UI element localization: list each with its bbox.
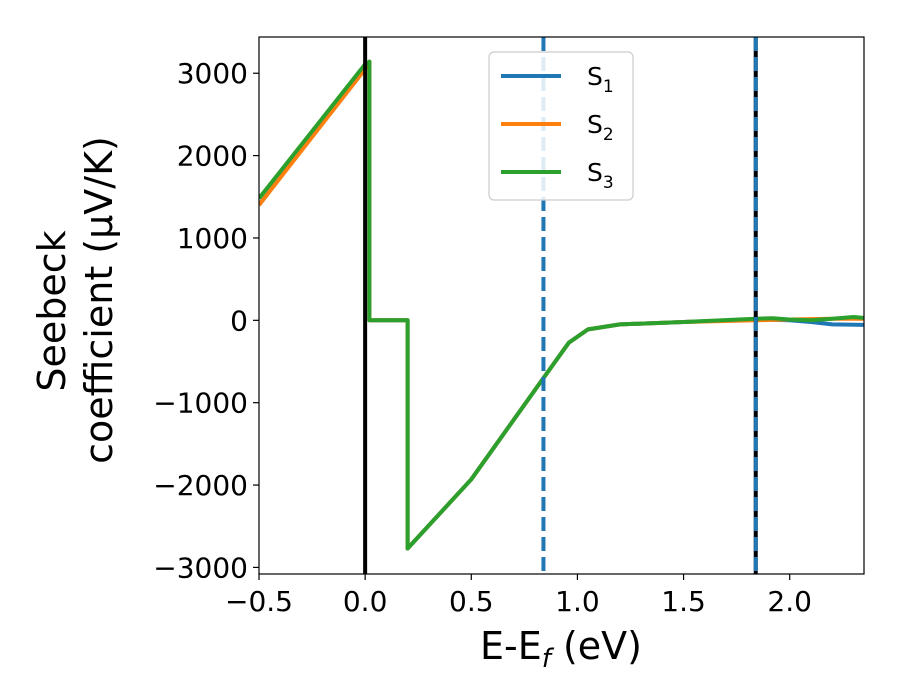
x-tick-label: 1.5 bbox=[661, 585, 706, 618]
axes-frame bbox=[258, 36, 865, 575]
y-axis-title: Seebeck coefficient (μV/K) bbox=[30, 136, 121, 464]
y-tick-label: −3000 bbox=[153, 551, 248, 584]
y-tick-label: −1000 bbox=[153, 387, 248, 420]
series-line-s3 bbox=[259, 59, 864, 551]
y-tick-label: 1000 bbox=[177, 222, 248, 255]
x-tick-label: −0.5 bbox=[225, 585, 293, 618]
x-axis-title-unit: (eV) bbox=[551, 624, 642, 668]
y-axis-title-line2: coefficient (μV/K) bbox=[77, 136, 121, 464]
x-axis-title: E-Ef (eV) bbox=[480, 624, 642, 674]
x-tick-label: 0.0 bbox=[343, 585, 388, 618]
y-tick-label: −2000 bbox=[153, 469, 248, 502]
y-axis-ticks: −3000 −2000 −1000 0 1000 2000 3000 bbox=[153, 57, 259, 584]
x-axis-ticks: −0.5 0.0 0.5 1.0 1.5 2.0 bbox=[225, 574, 812, 618]
x-axis-title-text: E-E bbox=[480, 624, 542, 668]
x-tick-label: 1.0 bbox=[555, 585, 600, 618]
plot-area bbox=[259, 37, 864, 574]
x-tick-label: 2.0 bbox=[767, 585, 812, 618]
axes bbox=[258, 36, 865, 575]
y-tick-label: 3000 bbox=[177, 57, 248, 90]
x-tick-label: 0.5 bbox=[449, 585, 494, 618]
y-tick-label: 2000 bbox=[177, 140, 248, 173]
y-axis-title-line1: Seebeck bbox=[30, 230, 74, 391]
y-tick-label: 0 bbox=[230, 304, 248, 337]
plot-content bbox=[259, 37, 864, 574]
